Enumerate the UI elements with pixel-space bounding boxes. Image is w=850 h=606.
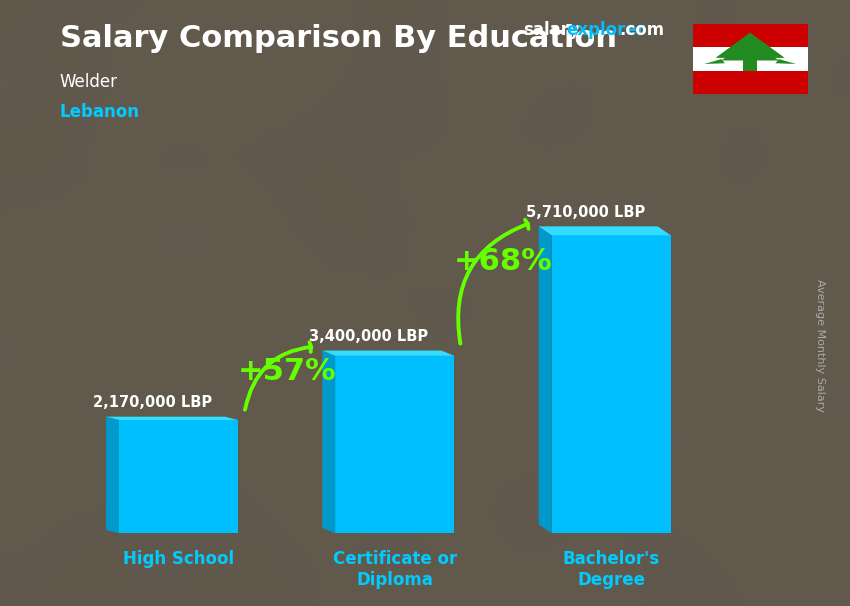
Polygon shape <box>704 59 725 64</box>
Text: salary: salary <box>523 21 580 39</box>
Polygon shape <box>775 59 796 64</box>
Text: Average Monthly Salary: Average Monthly Salary <box>815 279 825 412</box>
Text: explorer: explorer <box>566 21 645 39</box>
Text: Welder: Welder <box>60 73 117 91</box>
Polygon shape <box>716 53 733 58</box>
Bar <box>693 47 808 71</box>
Bar <box>552 235 671 533</box>
Polygon shape <box>722 39 779 61</box>
Polygon shape <box>539 227 552 533</box>
Polygon shape <box>539 227 671 235</box>
Polygon shape <box>106 417 238 420</box>
Text: 3,400,000 LBP: 3,400,000 LBP <box>309 329 428 344</box>
Bar <box>693 24 808 47</box>
Text: Salary Comparison By Education: Salary Comparison By Education <box>60 24 616 53</box>
Text: +57%: +57% <box>237 357 336 386</box>
Text: Lebanon: Lebanon <box>60 103 139 121</box>
Polygon shape <box>727 47 774 59</box>
Bar <box>336 356 455 533</box>
Text: 5,710,000 LBP: 5,710,000 LBP <box>525 205 645 220</box>
Polygon shape <box>106 417 119 533</box>
Polygon shape <box>768 53 785 58</box>
Text: .com: .com <box>619 21 664 39</box>
Bar <box>743 57 757 71</box>
Text: +68%: +68% <box>454 247 552 276</box>
Bar <box>693 71 808 94</box>
Polygon shape <box>716 33 785 58</box>
Polygon shape <box>322 350 336 533</box>
Text: 2,170,000 LBP: 2,170,000 LBP <box>93 395 212 410</box>
Polygon shape <box>322 350 455 356</box>
Bar <box>119 420 238 533</box>
